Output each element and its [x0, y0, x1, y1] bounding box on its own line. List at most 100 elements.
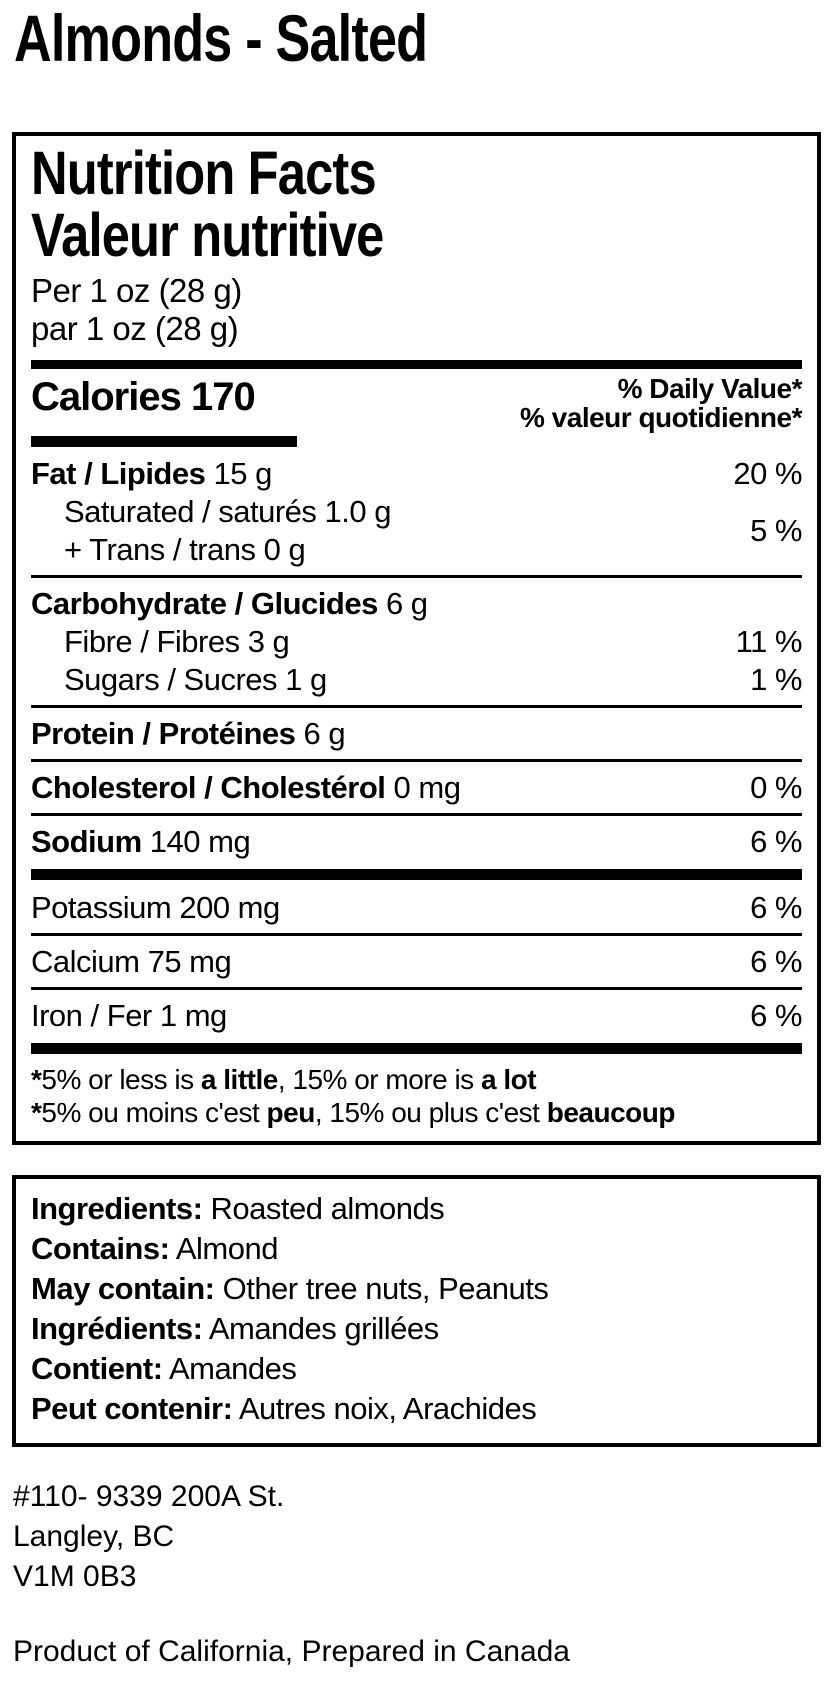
nutrient-row-saturated-trans: Saturated / saturés 1.0 g + Trans / tran… [31, 493, 802, 569]
nutrient-amount: 0 mg [393, 770, 461, 805]
footnote-fr: *5% ou moins c'est peu, 15% ou plus c'es… [31, 1096, 802, 1129]
page-title: Almonds - Salted [14, 1, 428, 75]
nutrient-text: Sugars / Sucres 1 g [64, 662, 327, 697]
nutrient-row-fat: Fat / Lipides 15 g 20 % [31, 455, 802, 493]
ingredient-line-ingredients-fr: Ingrédients: Amandes grillées [31, 1309, 802, 1349]
trans-line: + Trans / trans 0 g [64, 532, 306, 567]
nutrient-row-potassium: Potassium 200 mg 6 % [31, 889, 802, 927]
daily-value: 20 % [733, 456, 802, 491]
nutrition-facts-title-fr: Valeur nutritive [31, 201, 384, 269]
serving-size-fr: par 1 oz (28 g) [31, 310, 239, 347]
footnote-en: *5% or less is a little, 15% or more is … [31, 1063, 802, 1096]
address-line-3: V1M 0B3 [13, 1560, 137, 1593]
nutrient-text: Calcium 75 mg [31, 944, 232, 979]
ingredient-value: Almond [175, 1231, 279, 1266]
ingredient-value: Amandes grillées [208, 1311, 439, 1346]
footnote-text: , 15% ou plus c'est [314, 1097, 547, 1128]
daily-value: 0 % [750, 770, 802, 805]
ingredient-value: Roasted almonds [210, 1191, 445, 1226]
nutrition-facts-title-en: Nutrition Facts [31, 139, 377, 207]
divider-thin [31, 987, 802, 990]
ingredient-label: Ingredients: [31, 1191, 203, 1226]
divider-thin [31, 759, 802, 762]
nutrient-text: Fibre / Fibres 3 g [64, 624, 290, 659]
daily-value: 11 % [735, 624, 803, 659]
nutrient-name: Sodium [31, 824, 142, 859]
nutrient-name: Carbohydrate / Glucides [31, 586, 378, 621]
divider-thin [31, 705, 802, 708]
serving-size-en: Per 1 oz (28 g) [31, 272, 242, 309]
nutrient-name: Cholesterol / Cholestérol [31, 770, 386, 805]
footnote-bold: beaucoup [546, 1097, 676, 1128]
ingredient-value: Other tree nuts, Peanuts [222, 1271, 549, 1306]
address-block: #110- 9339 200A St. Langley, BC V1M 0B3 [13, 1477, 834, 1597]
nutrient-text: Carbohydrate / Glucides 6 g [31, 585, 428, 623]
ingredient-label: Ingrédients: [31, 1311, 203, 1346]
footnote-bold: peu [266, 1097, 316, 1128]
ingredient-line-may-contain-fr: Peut contenir: Autres noix, Arachides [31, 1389, 802, 1429]
nutrient-name: Fat / Lipides [31, 456, 206, 491]
nutrition-facts-header: Nutrition Facts Valeur nutritive [31, 142, 802, 266]
calories-label: Calories 170 [31, 374, 256, 420]
calories-row: Calories 170 % Daily Value* % valeur quo… [31, 373, 803, 433]
daily-value: 6 % [750, 944, 802, 979]
footnote-star: * [31, 1097, 42, 1128]
ingredient-label: Contains: [31, 1231, 170, 1266]
nutrient-row-fibre: Fibre / Fibres 3 g 11 % [31, 623, 803, 661]
nutrient-amount: 140 mg [149, 824, 251, 859]
nutrient-text: Sodium 140 mg [31, 823, 251, 861]
daily-value-header-fr: % valeur quotidienne* [520, 402, 803, 433]
divider-thick [31, 1043, 802, 1054]
nutrient-text: Iron / Fer 1 mg [31, 998, 227, 1033]
calories-value: 170 [190, 375, 256, 419]
ingredient-line-may-contain-en: May contain: Other tree nuts, Peanuts [31, 1269, 802, 1309]
nutrient-row-calcium: Calcium 75 mg 6 % [31, 943, 802, 981]
nutrition-facts-box: Nutrition Facts Valeur nutritive Per 1 o… [12, 132, 821, 1145]
footnote-text: 5% or less is [41, 1064, 201, 1095]
ingredient-line-contains-en: Contains: Almond [31, 1229, 802, 1269]
address-line-2: Langley, BC [13, 1520, 175, 1553]
nutrient-text: Fat / Lipides 15 g [31, 455, 272, 493]
ingredient-label: Contient: [31, 1351, 163, 1386]
nutrient-rows: Fat / Lipides 15 g 20 % Saturated / satu… [31, 455, 803, 1054]
ingredient-value: Autres noix, Arachides [238, 1391, 537, 1426]
nutrient-text: Protein / Protéines 6 g [31, 715, 346, 753]
daily-value: 6 % [750, 890, 802, 925]
daily-value: 6 % [750, 998, 802, 1033]
footnote-text: 5% ou moins c'est [41, 1097, 267, 1128]
daily-value: 1 % [750, 662, 802, 697]
nutrient-amount: 6 g [303, 716, 346, 751]
daily-value-header-en: % Daily Value* [617, 373, 803, 404]
calories-word: Calories [31, 375, 182, 419]
daily-value: 5 % [750, 513, 802, 548]
footnote-text: , 15% or more is [277, 1064, 481, 1095]
origin-note: Product of California, Prepared in Canad… [13, 1635, 570, 1668]
serving-size-block: Per 1 oz (28 g) par 1 oz (28 g) [31, 272, 802, 348]
daily-value: 6 % [750, 824, 802, 859]
divider-thick-top [31, 360, 802, 369]
nutrient-row-iron: Iron / Fer 1 mg 6 % [31, 997, 802, 1035]
saturated-line: Saturated / saturés 1.0 g [64, 494, 392, 529]
footnote-bold: a lot [480, 1064, 537, 1095]
nutrient-row-sugars: Sugars / Sucres 1 g 1 % [31, 661, 802, 699]
nutrient-text: Potassium 200 mg [31, 890, 280, 925]
nutrient-text: Saturated / saturés 1.0 g + Trans / tran… [31, 493, 392, 569]
ingredient-value: Amandes [168, 1351, 297, 1386]
footnote-bold: a little [200, 1064, 278, 1095]
nutrient-row-sodium: Sodium 140 mg 6 % [31, 823, 802, 861]
ingredients-box: Ingredients: Roasted almonds Contains: A… [12, 1175, 821, 1447]
nutrient-amount: 15 g [213, 456, 272, 491]
nutrient-name: Protein / Protéines [31, 716, 296, 751]
divider-thin [31, 813, 802, 816]
ingredient-line-contains-fr: Contient: Amandes [31, 1349, 802, 1389]
ingredient-label: Peut contenir: [31, 1391, 233, 1426]
nutrient-text: Cholesterol / Cholestérol 0 mg [31, 769, 461, 807]
nutrient-amount: 6 g [385, 586, 428, 621]
ingredient-line-ingredients-en: Ingredients: Roasted almonds [31, 1189, 802, 1229]
nutrient-row-cholesterol: Cholesterol / Cholestérol 0 mg 0 % [31, 769, 802, 807]
divider-thick [31, 869, 802, 880]
address-line-1: #110- 9339 200A St. [13, 1480, 285, 1513]
calories-underline-bar [31, 436, 297, 447]
ingredient-label: May contain: [31, 1271, 215, 1306]
footnote-star: * [31, 1064, 42, 1095]
